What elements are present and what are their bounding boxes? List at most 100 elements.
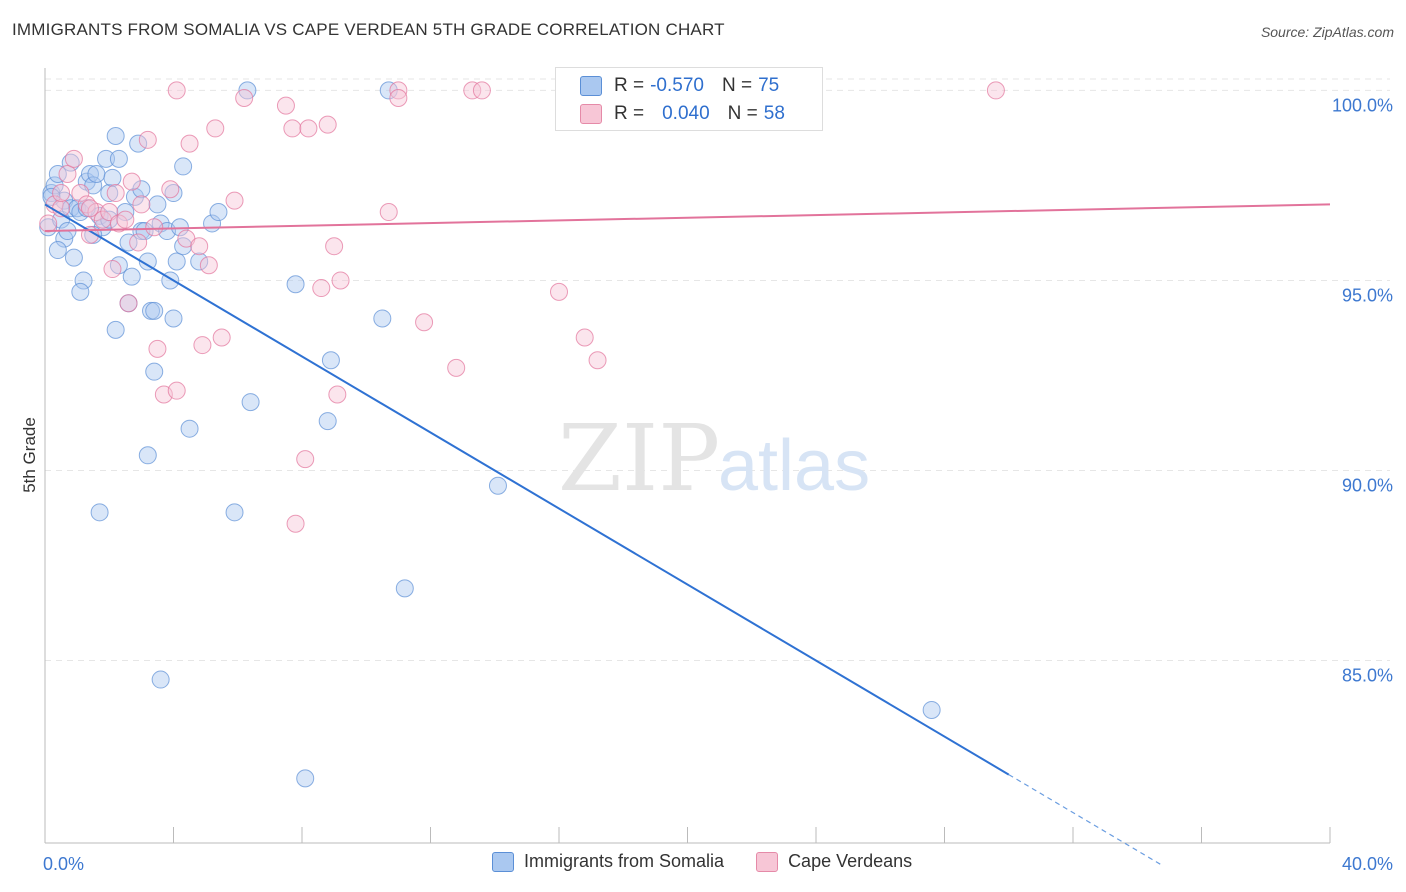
data-point xyxy=(241,393,260,412)
data-point xyxy=(116,210,135,229)
series-legend: Immigrants from Somalia Cape Verdeans xyxy=(492,851,944,872)
cape-verdeans-swatch xyxy=(580,104,602,124)
data-point xyxy=(463,81,482,100)
data-point xyxy=(286,514,305,533)
data-point xyxy=(138,252,157,271)
cape-verdeans-trend-line xyxy=(44,203,1331,233)
data-point xyxy=(129,134,148,153)
data-point xyxy=(209,203,228,222)
somalia-r-value: -0.570 xyxy=(650,75,704,96)
data-point xyxy=(373,309,392,328)
legend-row-cape-verdeans: R = 0.040 N = 58 xyxy=(580,101,785,127)
data-point xyxy=(122,267,141,286)
data-point xyxy=(328,385,347,404)
n-label: N = xyxy=(727,103,758,124)
data-point xyxy=(132,195,151,214)
data-point xyxy=(321,351,340,370)
data-point xyxy=(318,412,337,431)
tick-labels: 85.0% 90.0% 95.0% 100.0% 0.0% 40.0% 5th Grade xyxy=(20,95,1393,874)
data-point xyxy=(145,218,164,237)
data-point xyxy=(87,165,106,184)
data-point xyxy=(180,134,199,153)
n-label: N = xyxy=(721,75,753,96)
y-axis-label: 5th Grade xyxy=(20,417,39,493)
somalia-trend-extension xyxy=(1008,774,1164,867)
data-point xyxy=(48,241,67,260)
data-point xyxy=(206,119,225,138)
cape-verdeans-legend-label: Cape Verdeans xyxy=(788,851,913,871)
data-point xyxy=(193,336,212,355)
series-somalia-points xyxy=(39,81,941,788)
data-point xyxy=(296,769,315,788)
data-point xyxy=(588,351,607,370)
data-point xyxy=(100,184,119,203)
data-point xyxy=(389,81,408,100)
data-point xyxy=(575,328,594,347)
data-point xyxy=(283,119,302,138)
data-point xyxy=(225,503,244,522)
data-point xyxy=(103,168,122,187)
y-tick-label: 95.0% xyxy=(1342,285,1393,305)
y-tick-label: 100.0% xyxy=(1332,95,1393,115)
data-point xyxy=(74,271,93,290)
somalia-legend-swatch xyxy=(492,851,514,872)
legend-item-cape-verdeans[interactable]: Cape Verdeans xyxy=(756,851,912,872)
data-point xyxy=(395,579,414,598)
data-point xyxy=(550,282,568,301)
data-point xyxy=(167,252,186,271)
data-point xyxy=(180,419,199,438)
data-point xyxy=(212,328,231,347)
data-point xyxy=(48,165,67,184)
data-point xyxy=(97,149,116,168)
data-point xyxy=(379,203,398,222)
data-point xyxy=(103,260,122,279)
data-point xyxy=(80,165,99,184)
data-point xyxy=(116,203,135,222)
data-point xyxy=(922,700,941,719)
legend-row-somalia: R = -0.570 N = 75 xyxy=(580,73,779,99)
data-point xyxy=(299,119,318,138)
data-point xyxy=(167,81,186,100)
data-point xyxy=(106,184,125,203)
data-point xyxy=(318,115,337,134)
data-point xyxy=(106,127,125,146)
somalia-legend-label: Immigrants from Somalia xyxy=(524,851,725,871)
somalia-swatch xyxy=(580,76,602,96)
data-point xyxy=(64,248,83,267)
watermark: ZIP atlas xyxy=(558,405,870,512)
data-point xyxy=(235,89,254,108)
data-point xyxy=(325,237,344,256)
data-points xyxy=(39,81,1005,788)
stats-legend: R = -0.570 N = 75 R = 0.040 N = 58 xyxy=(555,67,823,131)
data-point xyxy=(379,81,398,100)
x-tick-label: 40.0% xyxy=(1342,854,1393,874)
data-point xyxy=(986,81,1005,100)
legend-item-somalia[interactable]: Immigrants from Somalia xyxy=(492,851,724,872)
r-label: R = xyxy=(614,103,645,124)
chart-title: IMMIGRANTS FROM SOMALIA VS CAPE VERDEAN … xyxy=(12,20,725,39)
data-point xyxy=(109,149,128,168)
data-point xyxy=(106,320,125,339)
data-point xyxy=(296,450,315,469)
data-point xyxy=(415,313,434,332)
data-point xyxy=(58,165,77,184)
data-point xyxy=(122,172,141,191)
data-point xyxy=(135,222,154,241)
data-point xyxy=(447,358,466,377)
somalia-trend-line xyxy=(44,203,1010,776)
data-point xyxy=(472,81,491,100)
data-point xyxy=(199,256,218,275)
cape-verdeans-n-value: 58 xyxy=(763,103,785,124)
data-point xyxy=(151,670,170,689)
data-point xyxy=(90,503,109,522)
y-tick-label: 90.0% xyxy=(1342,476,1393,496)
grid-lines xyxy=(45,78,1390,662)
cape-verdeans-r-value: 0.040 xyxy=(662,103,710,124)
r-label: R = xyxy=(614,75,645,96)
data-point xyxy=(164,309,183,328)
data-point xyxy=(125,187,144,206)
data-point xyxy=(129,233,148,252)
data-point xyxy=(148,339,167,358)
data-point xyxy=(167,381,186,400)
data-point xyxy=(331,271,350,290)
